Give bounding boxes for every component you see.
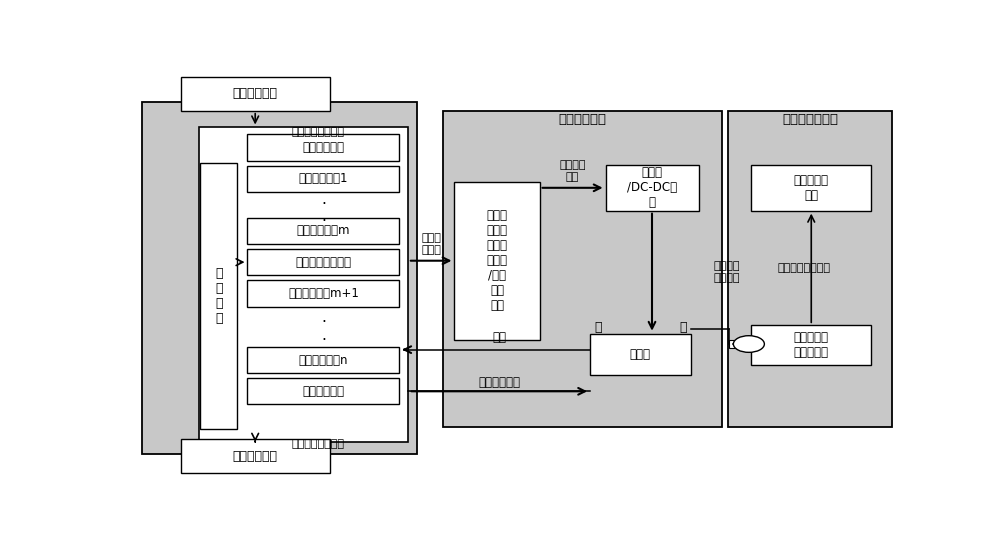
Text: 智能控制单元1: 智能控制单元1 [299,173,348,186]
Text: ＋: ＋ [679,321,687,334]
Text: 随机种子（车速）: 随机种子（车速） [777,263,830,273]
FancyBboxPatch shape [181,77,330,111]
FancyBboxPatch shape [606,165,698,210]
Text: 车内电源系统: 车内电源系统 [558,113,606,126]
Text: 车载通信单元: 车载通信单元 [302,385,344,398]
FancyBboxPatch shape [247,218,399,244]
Text: 智能控制单元m: 智能控制单元m [297,225,350,237]
Text: 智能控制单元m+1: 智能控制单元m+1 [288,287,359,300]
Text: 真随机生成
算法: 真随机生成 算法 [794,174,829,202]
FancyBboxPatch shape [728,111,892,427]
FancyBboxPatch shape [247,378,399,405]
FancyBboxPatch shape [199,128,408,442]
FancyBboxPatch shape [247,249,399,275]
Text: 电能: 电能 [492,331,506,344]
Text: ·
·: · · [321,196,326,229]
FancyBboxPatch shape [454,182,540,340]
Text: 随机负载波动: 随机负载波动 [478,377,520,390]
Text: V: V [745,339,753,349]
Text: 智能驾驶决策单元: 智能驾驶决策单元 [295,256,351,269]
FancyBboxPatch shape [751,325,871,365]
Text: 网络环境随机激励: 网络环境随机激励 [292,439,345,449]
Text: ·
·: · · [321,315,326,348]
FancyBboxPatch shape [181,439,330,473]
FancyBboxPatch shape [247,347,399,373]
Text: 电压随机波
动采集处理: 电压随机波 动采集处理 [794,331,829,359]
Text: 交通环境随机激励: 交通环境随机激励 [292,127,345,136]
Text: 外部网联环境: 外部网联环境 [233,450,278,463]
Text: 微观交通环境: 微观交通环境 [233,87,278,100]
FancyBboxPatch shape [751,165,871,210]
Text: 随机波动
能量: 随机波动 能量 [559,160,586,182]
FancyBboxPatch shape [729,340,740,348]
Text: 发电机
/DC-DC变
换: 发电机 /DC-DC变 换 [627,166,677,209]
FancyBboxPatch shape [443,111,722,427]
FancyBboxPatch shape [247,280,399,307]
Text: －: － [594,321,602,334]
Text: 车
内
网
络: 车 内 网 络 [215,267,223,325]
Text: 环境感知单元: 环境感知单元 [302,141,344,154]
Text: 智能控制单元n: 智能控制单元n [299,354,348,367]
FancyBboxPatch shape [200,163,237,430]
Text: 蓄电池
电能补
充模块
（引擎
/动力
电源
等）: 蓄电池 电能补 充模块 （引擎 /动力 电源 等） [486,209,508,312]
Text: 随机控
制输入: 随机控 制输入 [421,233,441,255]
Text: 蓄电池: 蓄电池 [630,348,651,361]
FancyBboxPatch shape [247,135,399,161]
Text: 真随机生成模块: 真随机生成模块 [782,113,838,126]
Circle shape [733,335,764,352]
Text: 随机波动
电能补充: 随机波动 电能补充 [714,261,740,283]
FancyBboxPatch shape [247,166,399,192]
FancyBboxPatch shape [590,334,691,375]
FancyBboxPatch shape [142,102,417,454]
